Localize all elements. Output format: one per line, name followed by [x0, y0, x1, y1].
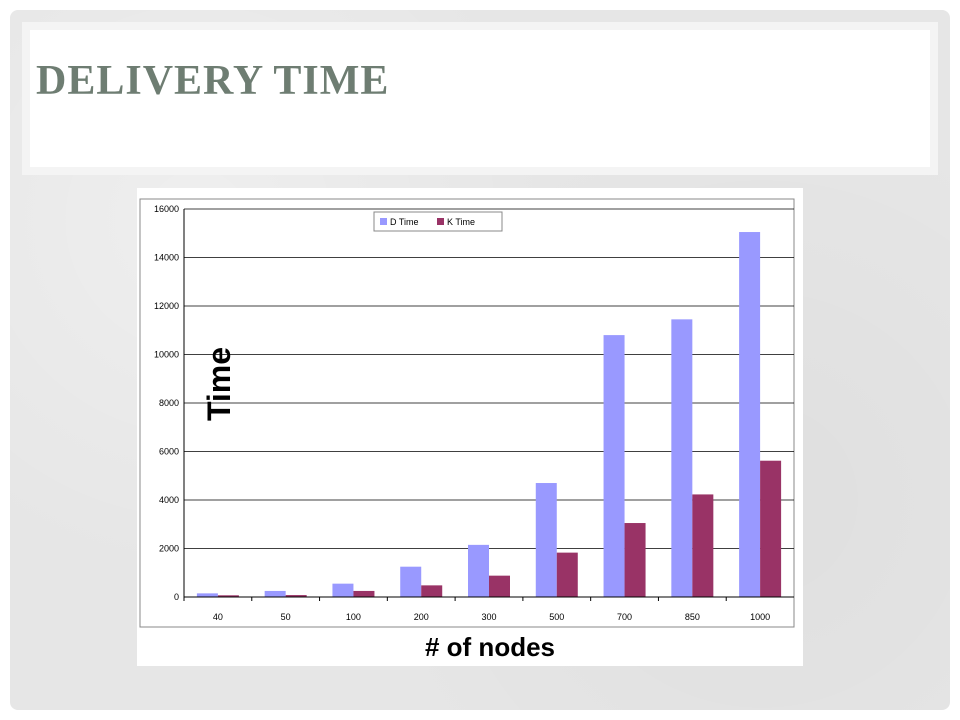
x-tick-label: 700 [617, 612, 632, 622]
bar-k-time-200 [421, 585, 443, 597]
x-tick-label: 50 [281, 612, 291, 622]
x-tick-label: 200 [414, 612, 429, 622]
y-tick-label: 10000 [154, 350, 179, 360]
bar-d-time-100 [332, 583, 354, 597]
y-tick-labels: 0 2000 4000 6000 8000 10000 12000 14000 16000 [154, 204, 179, 602]
bar-d-time-700 [603, 335, 625, 597]
y-tick-label: 16000 [154, 204, 179, 214]
chart-image: 0 2000 4000 6000 8000 10000 12000 14000 16000 40… [137, 188, 803, 666]
bar-k-time-300 [489, 575, 510, 597]
bar-k-time-850 [692, 494, 714, 597]
x-tick-label: 100 [346, 612, 361, 622]
bar-chart: 0 2000 4000 6000 8000 10000 12000 14000 16000 40… [139, 198, 795, 662]
x-tick-label: 1000 [750, 612, 770, 622]
x-tick-label: 500 [549, 612, 564, 622]
y-axis-label: Time [201, 347, 237, 421]
x-tick-label: 40 [213, 612, 223, 622]
title-box [30, 30, 930, 167]
bar-k-time-40 [217, 595, 239, 597]
y-tick-label: 12000 [154, 301, 179, 311]
y-tick-label: 14000 [154, 253, 179, 263]
bar-d-time-300 [468, 544, 489, 597]
legend-label-d-time: D Time [390, 217, 419, 227]
y-tick-label: 4000 [159, 495, 179, 505]
x-axis-label: # of nodes [425, 632, 555, 662]
bar-d-time-850 [671, 319, 693, 597]
bar-d-time-200 [400, 566, 422, 597]
legend: D Time K Time [373, 211, 503, 232]
y-tick-label: 2000 [159, 544, 179, 554]
bar-k-time-50 [285, 595, 307, 597]
y-tick-label: 6000 [159, 447, 179, 457]
bar-d-time-50 [264, 590, 286, 597]
y-tick-label: 0 [174, 592, 179, 602]
legend-label-k-time: K Time [447, 217, 475, 227]
bar-k-time-1000 [760, 460, 782, 597]
slide-title: DELIVERY TIME [36, 58, 390, 104]
bar-d-time-500 [535, 483, 557, 597]
bar-d-time-1000 [739, 232, 761, 597]
x-tick-label: 300 [481, 612, 496, 622]
legend-swatch-k-time [437, 218, 444, 225]
bar-d-time-40 [196, 593, 218, 597]
y-tick-label: 8000 [159, 398, 179, 408]
bar-k-time-100 [353, 590, 375, 597]
x-tick-label: 850 [685, 612, 700, 622]
legend-swatch-d-time [380, 218, 387, 225]
bars [196, 232, 782, 597]
x-tick-labels: 40 50 100 200 300 500 700 850 1000 [183, 597, 770, 622]
bar-k-time-500 [556, 552, 578, 597]
bar-k-time-700 [624, 523, 646, 597]
